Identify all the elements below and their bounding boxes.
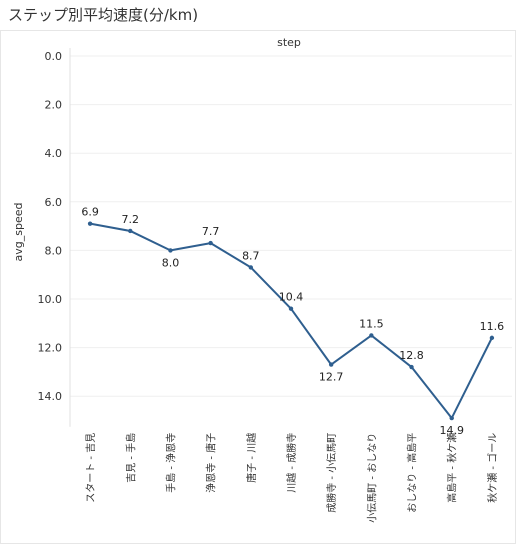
x-tick-label: 手島 - 浄恩寺 — [164, 433, 177, 493]
data-label: 11.6 — [480, 320, 505, 333]
data-label: 7.7 — [202, 225, 220, 238]
data-point — [489, 335, 495, 341]
y-tick-label: 12.0 — [38, 342, 63, 355]
y-tick-label: 4.0 — [45, 147, 63, 160]
data-point — [449, 415, 454, 421]
data-label: 11.5 — [359, 317, 384, 330]
y-tick-label: 8.0 — [45, 244, 63, 257]
y-tick-label: 2.0 — [45, 99, 63, 112]
x-tick-label: 吉見 - 手島 — [124, 433, 137, 483]
data-point — [328, 362, 334, 367]
data-point — [248, 265, 254, 270]
data-label: 7.2 — [122, 213, 140, 226]
data-label: 14.9 — [439, 424, 464, 437]
data-label: 8.7 — [242, 249, 260, 262]
data-point — [168, 248, 173, 253]
data-point — [288, 306, 294, 311]
facet-label: step — [277, 36, 301, 49]
x-tick-label: 川越 - 成勝寺 — [285, 433, 298, 493]
data-point — [87, 221, 93, 226]
x-tick-label: 唐子 - 川越 — [245, 433, 258, 483]
series-line — [89, 222, 493, 420]
x-tick-label: スタート - 吉見 — [85, 433, 97, 503]
y-tick-label: 6.0 — [45, 196, 63, 209]
data-point — [208, 240, 213, 246]
y-tick-label: 10.0 — [38, 293, 63, 306]
data-label: 12.7 — [319, 371, 344, 384]
x-tick-label: 高島平 - 秋ケ瀬 — [446, 433, 459, 503]
data-label: 6.9 — [81, 206, 99, 219]
x-tick-label: おしなり - 高島平 — [406, 433, 419, 513]
data-point — [369, 333, 374, 338]
y-tick-label: 0.0 — [45, 50, 63, 63]
x-tick-label: 成勝寺 - 小伝馬町 — [325, 433, 338, 513]
data-point — [128, 228, 133, 234]
data-point — [409, 364, 414, 370]
y-axis-label: avg_speed — [12, 203, 25, 262]
chart-title: ステップ別平均速度(分/km) — [8, 6, 199, 24]
x-tick-label: 秋ケ瀬 - ゴール — [486, 433, 499, 503]
data-label: 12.8 — [399, 349, 424, 362]
data-label: 10.4 — [279, 291, 304, 304]
chart-frame — [0, 30, 516, 544]
y-tick-label: 14.0 — [38, 390, 63, 403]
data-label: 8.0 — [162, 256, 180, 269]
x-tick-label: 小伝馬町 - おしなり — [366, 433, 378, 523]
x-tick-label: 浄恩寺 - 唐子 — [205, 433, 218, 493]
